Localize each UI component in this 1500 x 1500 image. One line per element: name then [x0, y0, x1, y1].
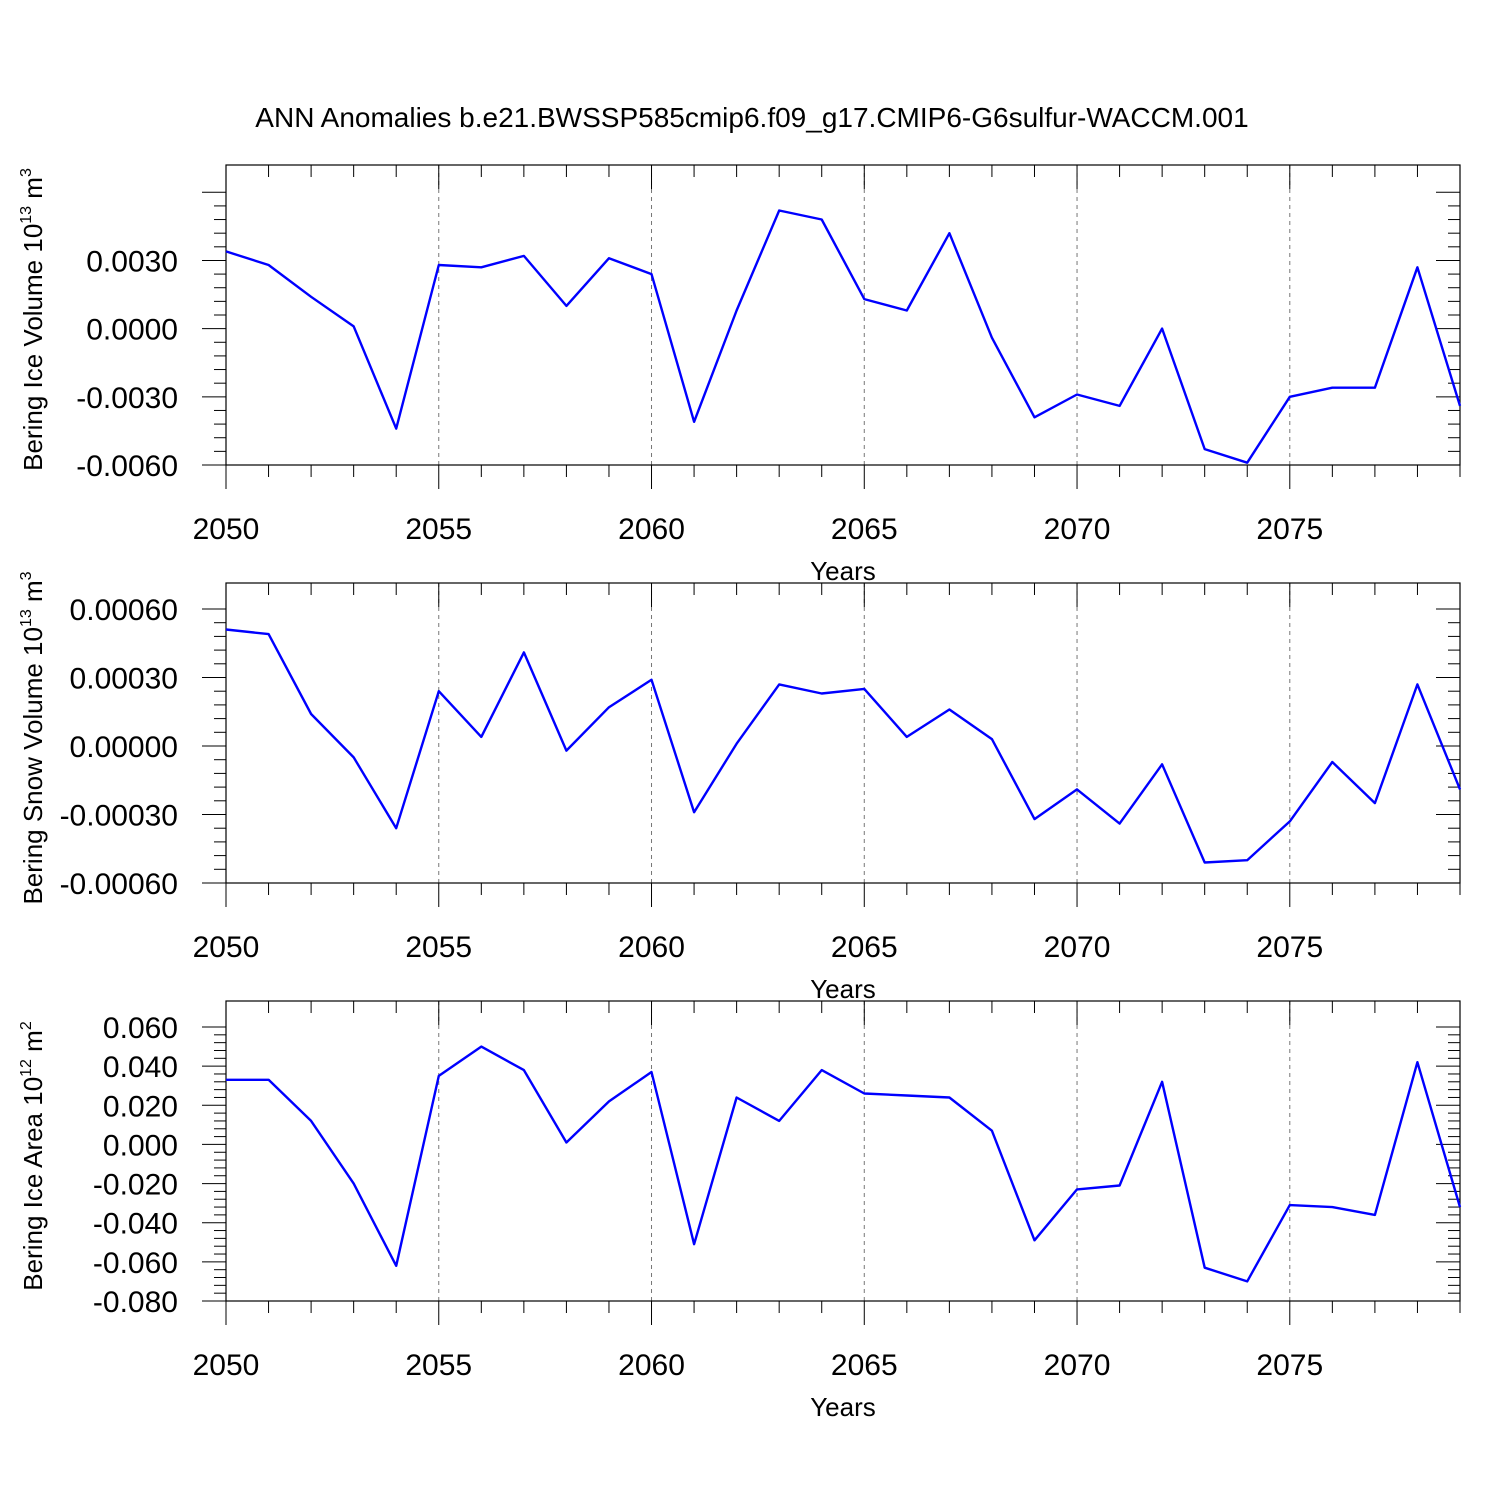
x-tick-label: 2070 — [1044, 513, 1111, 546]
x-tick-label: 2065 — [831, 931, 898, 964]
x-tick-label: 2070 — [1044, 931, 1111, 964]
plot-frame — [225, 1000, 1461, 1302]
x-tick-label: 2065 — [831, 513, 898, 546]
y-tick-label: 0.0000 — [86, 314, 178, 347]
y-tick-label: 0.00030 — [70, 663, 178, 696]
x-tick-label: 2075 — [1256, 513, 1323, 546]
x-tick-label: 2060 — [618, 1349, 685, 1382]
x-tick-label: 2050 — [193, 1349, 260, 1382]
panel-3: -0.080 -0.060 -0.040 -0.020 0.000 0.020 0.040 0… — [18, 1000, 1462, 1422]
y-tick-label: -0.040 — [93, 1208, 178, 1241]
y-axis-title: Bering Snow Volume 1013 m3 — [18, 571, 48, 904]
x-tick-label: 2055 — [405, 1349, 472, 1382]
y-tick-label: 0.00000 — [70, 731, 178, 764]
x-tick-label: 2065 — [831, 1349, 898, 1382]
x-tick-label: 2055 — [405, 513, 472, 546]
y-axis-title: Bering Ice Volume 1013 m3 — [18, 168, 48, 471]
series-line — [226, 1045, 1462, 1283]
y-tick-label: 0.060 — [103, 1012, 178, 1045]
x-tick-label: 2075 — [1256, 1349, 1323, 1382]
y-axis-title: Bering Ice Area 1012 m2 — [18, 1021, 48, 1291]
series-line — [225, 209, 1462, 464]
x-tick-label: 2050 — [193, 931, 260, 964]
y-tick-label: 0.00060 — [70, 594, 178, 627]
x-tick-label: 2070 — [1044, 1349, 1111, 1382]
plot-frame — [225, 582, 1461, 884]
x-tick-label: 2075 — [1256, 931, 1323, 964]
y-tick-label: -0.0030 — [76, 382, 178, 415]
x-axis-title: Years — [810, 556, 876, 586]
series-line — [225, 628, 1462, 864]
y-tick-label: 0.000 — [103, 1129, 178, 1162]
x-tick-label: 2055 — [405, 931, 472, 964]
y-tick-label: -0.020 — [93, 1169, 178, 1202]
y-tick-label: 0.0030 — [86, 245, 178, 278]
x-tick-label: 2050 — [193, 513, 260, 546]
y-tick-label: -0.0060 — [76, 450, 178, 483]
chart-title: ANN Anomalies b.e21.BWSSP585cmip6.f09_g1… — [255, 102, 1248, 133]
y-tick-label: -0.080 — [93, 1286, 178, 1319]
y-tick-label: -0.00060 — [60, 868, 178, 901]
y-tick-label: -0.060 — [93, 1247, 178, 1280]
x-axis-title: Years — [810, 1392, 876, 1422]
y-tick-label: -0.00030 — [60, 800, 178, 833]
x-axis-title: Years — [810, 974, 876, 1004]
x-tick-label: 2060 — [618, 513, 685, 546]
y-tick-label: 0.020 — [103, 1090, 178, 1123]
panels: -0.0060 -0.0030 0.0000 0.0030 2050 2055 2060 20… — [18, 164, 1462, 1422]
panel-1: -0.0060 -0.0030 0.0000 0.0030 2050 2055 2060 20… — [18, 164, 1462, 586]
y-tick-label: 0.040 — [103, 1051, 178, 1084]
panel-2: -0.00060 -0.00030 0.00000 0.00030 0.00060 205… — [18, 571, 1462, 1004]
x-tick-label: 2060 — [618, 931, 685, 964]
